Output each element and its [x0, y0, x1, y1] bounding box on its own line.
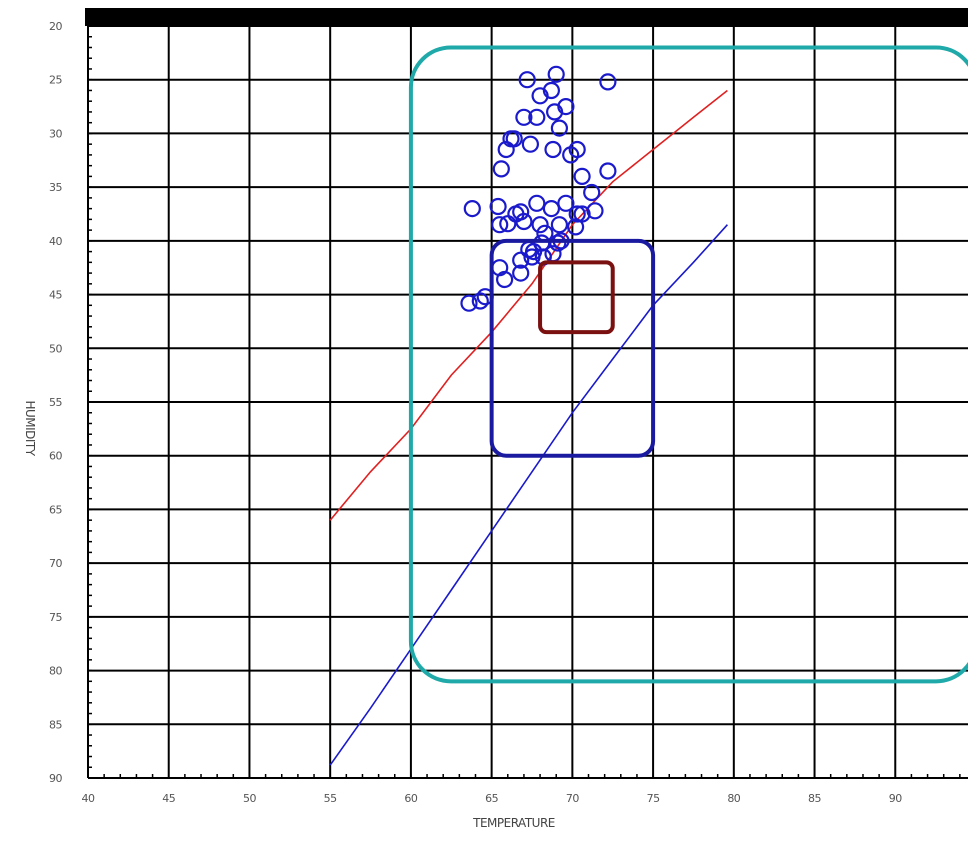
- y-axis-title: HUMIDITY: [23, 400, 37, 456]
- data-point: [550, 216, 569, 234]
- x-tick-label: 75: [647, 792, 660, 805]
- y-tick-label: 80: [49, 665, 62, 678]
- grid-layer: [88, 25, 968, 778]
- y-tick-label: 70: [49, 557, 62, 570]
- data-point: [573, 205, 591, 223]
- data-point: [573, 167, 591, 185]
- data-point: [542, 81, 561, 100]
- tick-labels-layer: 40 45 50 55 60 65 70 75 80 85 90 20 25 30 35 40 45 50 55 60…: [49, 20, 903, 805]
- data-point: [518, 71, 536, 89]
- data-point: [536, 224, 554, 242]
- y-tick-label: 50: [49, 342, 62, 355]
- data-point: [492, 160, 510, 178]
- y-tick-label: 20: [49, 20, 62, 33]
- x-tick-label: 60: [404, 792, 417, 805]
- data-point: [515, 212, 533, 231]
- y-tick-label: 75: [49, 611, 62, 624]
- region-box: [538, 260, 615, 335]
- data-point: [523, 248, 541, 266]
- x-tick-label: 65: [485, 792, 498, 805]
- top-frame-bar: [85, 8, 968, 26]
- x-tick-label: 70: [566, 792, 579, 805]
- data-point: [528, 194, 546, 212]
- data-point: [505, 130, 523, 148]
- data-point: [562, 146, 580, 164]
- x-tick-label: 90: [889, 792, 902, 805]
- data-point: [512, 251, 530, 269]
- y-tick-label: 35: [49, 181, 62, 194]
- data-point: [528, 108, 546, 126]
- data-point: [489, 197, 507, 216]
- x-axis-title: TEMPERATURE: [472, 816, 555, 830]
- data-point: [521, 135, 540, 153]
- x-tick-label: 45: [162, 792, 175, 805]
- data-point: [512, 203, 530, 221]
- series-lines-layer: [329, 89, 728, 766]
- data-point: [496, 270, 514, 289]
- series-line: [329, 89, 728, 521]
- region-boxes-layer: [408, 45, 968, 684]
- x-tick-label: 85: [808, 792, 821, 805]
- data-point: [547, 65, 565, 83]
- data-point: [460, 294, 478, 312]
- data-point: [586, 202, 604, 220]
- data-point: [544, 140, 562, 159]
- x-tick-label: 40: [82, 792, 95, 805]
- data-point: [550, 119, 569, 137]
- data-point: [557, 194, 575, 212]
- plot-frame-layer: [85, 8, 968, 779]
- data-point: [499, 215, 517, 233]
- region-box: [408, 45, 968, 684]
- y-tick-label: 85: [49, 718, 62, 731]
- data-point: [515, 108, 533, 126]
- y-tick-label: 60: [49, 450, 62, 463]
- data-point: [599, 162, 617, 180]
- x-tick-label: 80: [727, 792, 740, 805]
- data-point: [531, 216, 549, 234]
- y-tick-label: 25: [49, 74, 62, 87]
- data-point: [497, 140, 515, 159]
- y-tick-label: 65: [49, 503, 62, 516]
- x-tick-label: 55: [324, 792, 337, 805]
- y-tick-label: 90: [49, 772, 62, 785]
- series-line: [329, 224, 728, 766]
- data-point: [491, 216, 509, 234]
- region-box: [489, 238, 656, 458]
- data-point: [568, 205, 586, 223]
- y-tick-label: 55: [49, 396, 62, 409]
- data-point: [549, 234, 567, 252]
- x-tick-label: 50: [243, 792, 256, 805]
- y-tick-label: 40: [49, 235, 62, 248]
- y-tick-label: 45: [49, 289, 62, 302]
- data-point: [557, 97, 575, 116]
- data-point: [542, 200, 561, 218]
- y-tick-label: 30: [49, 127, 62, 140]
- data-point: [471, 292, 489, 310]
- data-point: [463, 200, 481, 218]
- data-point: [512, 264, 530, 282]
- data-point: [599, 73, 617, 91]
- data-point: [583, 183, 601, 202]
